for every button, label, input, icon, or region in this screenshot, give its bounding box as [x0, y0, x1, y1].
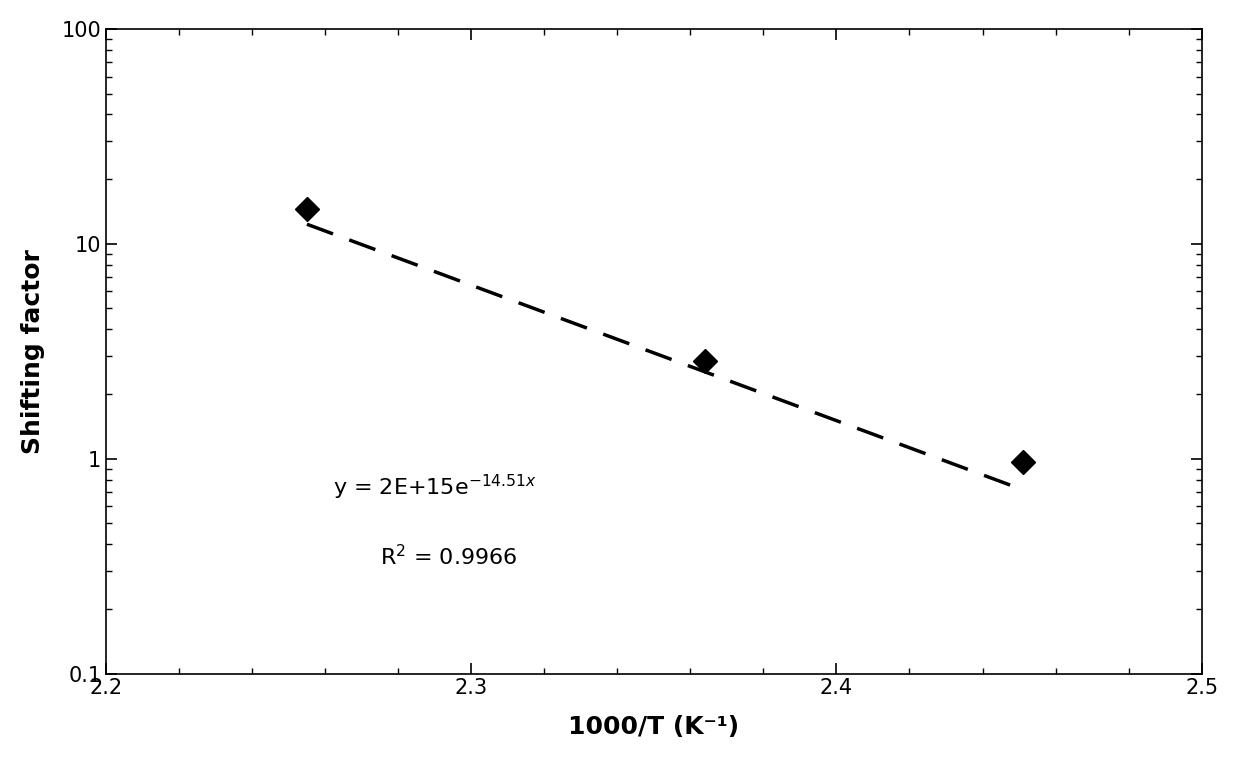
Y-axis label: Shifting factor: Shifting factor [21, 249, 45, 454]
Text: R$^2$ = 0.9966: R$^2$ = 0.9966 [380, 544, 518, 569]
X-axis label: 1000/T (K⁻¹): 1000/T (K⁻¹) [569, 715, 740, 739]
Text: y = 2E+15e$^{-14.51x}$: y = 2E+15e$^{-14.51x}$ [332, 472, 536, 502]
